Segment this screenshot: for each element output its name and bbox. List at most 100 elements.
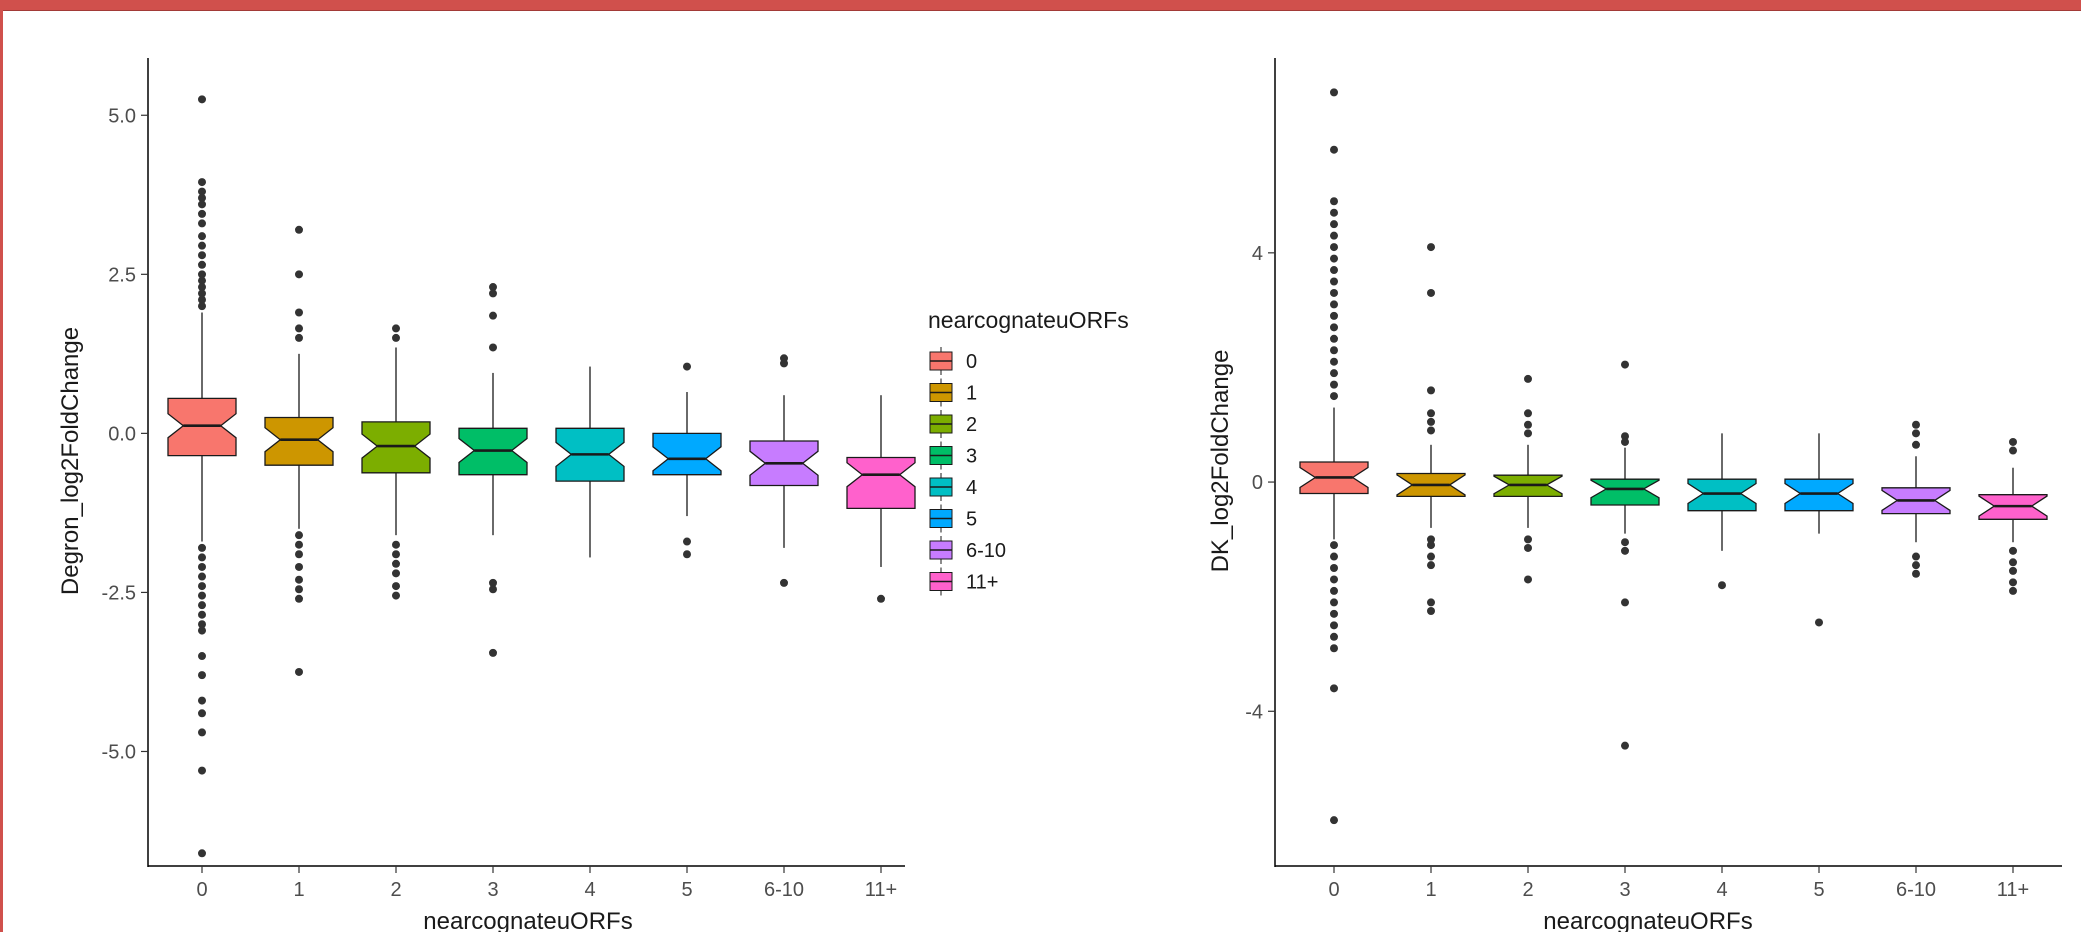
outlier-point [392, 333, 400, 342]
outlier-point [1330, 552, 1338, 561]
outlier-point [1330, 564, 1338, 573]
outlier-point [198, 178, 206, 187]
right-x-tick-label: 11+ [1997, 879, 2029, 901]
outlier-point [2009, 578, 2017, 587]
outlier-point [1621, 741, 1629, 750]
left-y-tick-label: -2.5 [102, 582, 136, 604]
outlier-point [1330, 208, 1338, 217]
right-y-axis-title: DK_log2FoldChange [1207, 350, 1234, 573]
right-box-3 [1590, 360, 1660, 750]
outlier-point [1427, 288, 1435, 297]
outlier-point [1427, 552, 1435, 561]
outlier-point [1621, 546, 1629, 555]
outlier-point [198, 671, 206, 680]
outlier-point [1912, 420, 1920, 429]
outlier-point [392, 540, 400, 549]
legend-label: 11+ [966, 572, 998, 594]
outlier-point [295, 270, 303, 279]
outlier-point [1524, 535, 1532, 544]
legend-label: 4 [966, 477, 977, 499]
left-x-tick-label: 0 [196, 879, 207, 901]
left-x-tick-label: 1 [293, 879, 304, 901]
left-box-5 [652, 362, 722, 559]
legend-item-5: 5 [929, 504, 977, 533]
outlier-point [1330, 346, 1338, 355]
outlier-point [198, 766, 206, 775]
outlier-point [392, 559, 400, 568]
legend-item-1: 1 [929, 378, 977, 407]
left-plot-area: 5.0 2.5 0.0 -2.5 -5.0 0 1 2 3 4 5 6-10 11+ [102, 58, 916, 901]
right-box-4 [1687, 433, 1757, 590]
outlier-point [198, 709, 206, 718]
left-x-axis-title: nearcognateuORFs [423, 908, 632, 932]
outlier-point [198, 696, 206, 705]
outlier-point [198, 620, 206, 629]
left-box-11+ [846, 395, 916, 603]
right-x-axis-title: nearcognateuORFs [1543, 908, 1752, 932]
left-x-tick-label: 4 [584, 879, 595, 901]
outlier-point [198, 572, 206, 581]
legend-label: 6-10 [966, 540, 1006, 562]
outlier-point [198, 553, 206, 562]
outlier-point [489, 289, 497, 298]
outlier-point [295, 594, 303, 603]
outlier-point [198, 543, 206, 552]
outlier-point [1330, 621, 1338, 630]
outlier-point [198, 276, 206, 285]
outlier-point [1330, 357, 1338, 366]
outlier-point [1330, 684, 1338, 693]
outlier-point [1524, 543, 1532, 552]
outlier-point [489, 283, 497, 292]
legend-label: 3 [966, 446, 977, 468]
legend-item-3: 3 [929, 441, 977, 470]
outlier-point [1330, 254, 1338, 263]
legend-items: 0 1 2 3 4 5 6-10 11+ [929, 347, 1006, 596]
outlier-point [1330, 816, 1338, 825]
right-y-tick-label: 4 [1252, 243, 1263, 265]
left-y-tick-label: 2.5 [108, 264, 136, 286]
right-x-tick-label: 2 [1522, 879, 1533, 901]
outlier-point [198, 601, 206, 610]
right-plot-area: 4 0 -4 0 1 2 3 4 5 6-10 11+ [1245, 58, 2062, 901]
outlier-point [1330, 369, 1338, 378]
outlier-point [1718, 581, 1726, 590]
outlier-point [198, 260, 206, 269]
outlier-point [2009, 437, 2017, 446]
left-y-tick-label: 0.0 [108, 423, 136, 445]
outlier-point [877, 594, 885, 603]
outlier-point [1330, 575, 1338, 584]
outlier-point [198, 193, 206, 202]
outlier-point [780, 359, 788, 368]
outlier-point [1427, 409, 1435, 418]
outlier-point [1427, 541, 1435, 550]
outlier-point [1330, 598, 1338, 607]
box-body [1687, 478, 1757, 512]
outlier-point [1330, 632, 1338, 641]
outlier-point [1427, 386, 1435, 395]
outlier-point [198, 219, 206, 228]
left-box-2 [361, 324, 431, 600]
outlier-point [198, 209, 206, 218]
legend-item-4: 4 [929, 473, 977, 501]
outlier-point [295, 531, 303, 540]
left-x-tick-label: 11+ [865, 879, 897, 901]
outlier-point [198, 610, 206, 619]
legend-item-6-10: 6-10 [929, 536, 1006, 564]
outlier-point [295, 333, 303, 342]
right-x-tick-label: 4 [1716, 879, 1727, 901]
right-box-0 [1299, 88, 1369, 825]
outlier-point [1912, 552, 1920, 561]
right-x-tick-label: 5 [1813, 879, 1824, 901]
legend-item-11+: 11+ [929, 567, 998, 596]
outlier-point [1427, 561, 1435, 570]
outlier-point [2009, 558, 2017, 567]
legend: nearcognateuORFs 0 1 2 3 4 5 6-10 11+ [928, 307, 1129, 596]
left-boxplot-panel: 5.0 2.5 0.0 -2.5 -5.0 0 1 2 3 4 5 6-10 11+ nearcogna… [57, 58, 916, 932]
outlier-point [1524, 409, 1532, 418]
outlier-point [1330, 541, 1338, 550]
box-body [1590, 478, 1660, 506]
outlier-point [1330, 300, 1338, 309]
header-bar [0, 0, 2081, 11]
outlier-point [295, 667, 303, 676]
outlier-point [1330, 197, 1338, 206]
